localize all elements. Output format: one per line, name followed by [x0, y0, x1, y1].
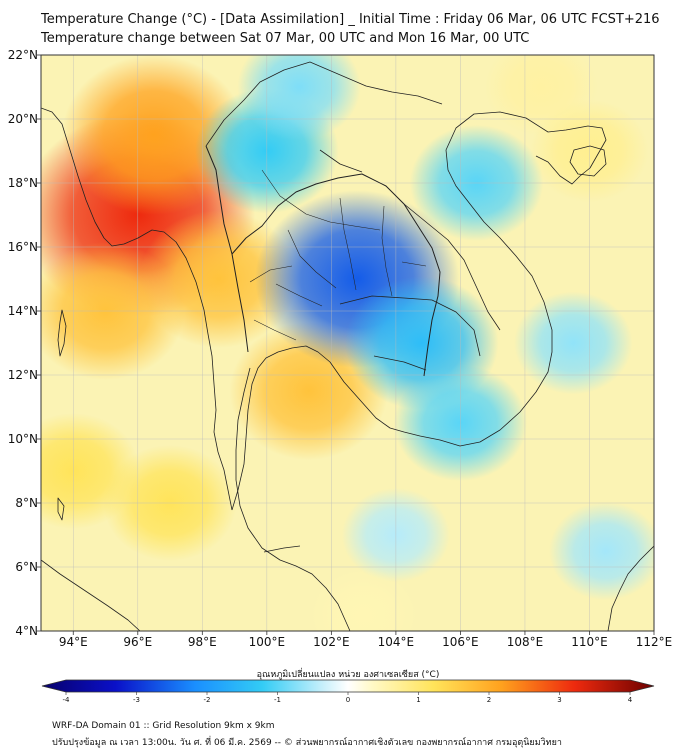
colorbar-tick-label: 4 [628, 696, 633, 704]
anomaly-field [41, 55, 654, 631]
border-cambodia [339, 295, 481, 371]
border-laos-vietnam [319, 149, 501, 331]
province-boundaries [249, 169, 427, 341]
colorbar-ticks: -4 -3 -2 -1 0 1 2 3 4 [63, 692, 633, 704]
coastline-borneo [607, 545, 654, 631]
colorbar-bar [41, 679, 655, 693]
y-tick-label: 6°N [15, 560, 38, 574]
y-tick-label: 18°N [8, 176, 38, 190]
coastline-sumatra [41, 559, 141, 631]
anomaly-region [514, 291, 633, 395]
y-tick-label: 16°N [8, 240, 38, 254]
y-tick-label: 22°N [8, 48, 38, 62]
colorbar-tick-label: 0 [346, 696, 350, 704]
y-tick-label: 14°N [8, 304, 38, 318]
colorbar-tick-label: 2 [487, 696, 491, 704]
anomaly-region [61, 55, 246, 215]
y-tick-label: 8°N [15, 496, 38, 510]
anomaly-region [139, 210, 298, 348]
colorbar-tick-label: -1 [274, 696, 281, 704]
coastline-hainan [569, 145, 607, 177]
border-china [205, 61, 443, 147]
border-thailand-laos [231, 173, 441, 377]
x-tick-label: 104°E [378, 635, 415, 649]
coastline-andaman-islands [57, 309, 67, 521]
colorbar-tick-label: -4 [63, 696, 71, 704]
y-tick-label: 4°N [15, 624, 38, 638]
colorbar-title: อุณหภูมิเปลี่ยนแปลง หน่วย องศาเซลเซียส (… [256, 670, 440, 680]
coastlines-borders [41, 61, 654, 631]
coastline-gulf-of-thailand [231, 111, 607, 511]
coastline-myanmar-bay-of-bengal [41, 107, 233, 511]
x-tick-label: 94°E [59, 635, 88, 649]
x-axis: 94°E 96°E 98°E 100°E 102°E 104°E 106°E 108°E 110… [59, 631, 672, 649]
colorbar-tick-label: -3 [133, 696, 140, 704]
chart-title: Temperature Change (°C) - [Data Assimila… [41, 12, 660, 27]
x-tick-label: 98°E [188, 635, 217, 649]
x-tick-label: 106°E [442, 635, 479, 649]
y-tick-label: 20°N [8, 112, 38, 126]
y-tick-label: 10°N [8, 432, 38, 446]
colorbar-tick-label: -2 [204, 696, 211, 704]
footer-model-info: WRF-DA Domain 01 :: Grid Resolution 9km … [52, 721, 275, 731]
plot-frame [40, 54, 655, 632]
chart-subtitle: Temperature change between Sat 07 Mar, 0… [41, 31, 530, 46]
y-tick-label: 12°N [8, 368, 38, 382]
colorbar-tick-label: 3 [557, 696, 561, 704]
x-tick-label: 108°E [507, 635, 544, 649]
x-tick-label: 96°E [123, 635, 152, 649]
x-tick-label: 100°E [249, 635, 286, 649]
x-tick-label: 102°E [313, 635, 350, 649]
coastline-malay-peninsula [235, 367, 351, 631]
x-tick-label: 112°E [636, 635, 673, 649]
border-thailand-malaysia [263, 545, 301, 553]
anomaly-region [309, 568, 418, 631]
border-thailand-myanmar [205, 145, 249, 353]
colorbar-tick-label: 1 [416, 696, 420, 704]
x-tick-label: 110°E [571, 635, 608, 649]
y-axis: 4°N 6°N 8°N 10°N 12°N 14°N 16°N 18°N 20°N 22°N [8, 48, 41, 638]
anomaly-region [549, 501, 654, 601]
footer-credit: ปรับปรุงข้อมูล ณ เวลา 13:00น. วัน ศ. ที่… [52, 738, 562, 748]
colorbar: -4 -3 -2 -1 0 1 2 3 4 [41, 679, 655, 704]
